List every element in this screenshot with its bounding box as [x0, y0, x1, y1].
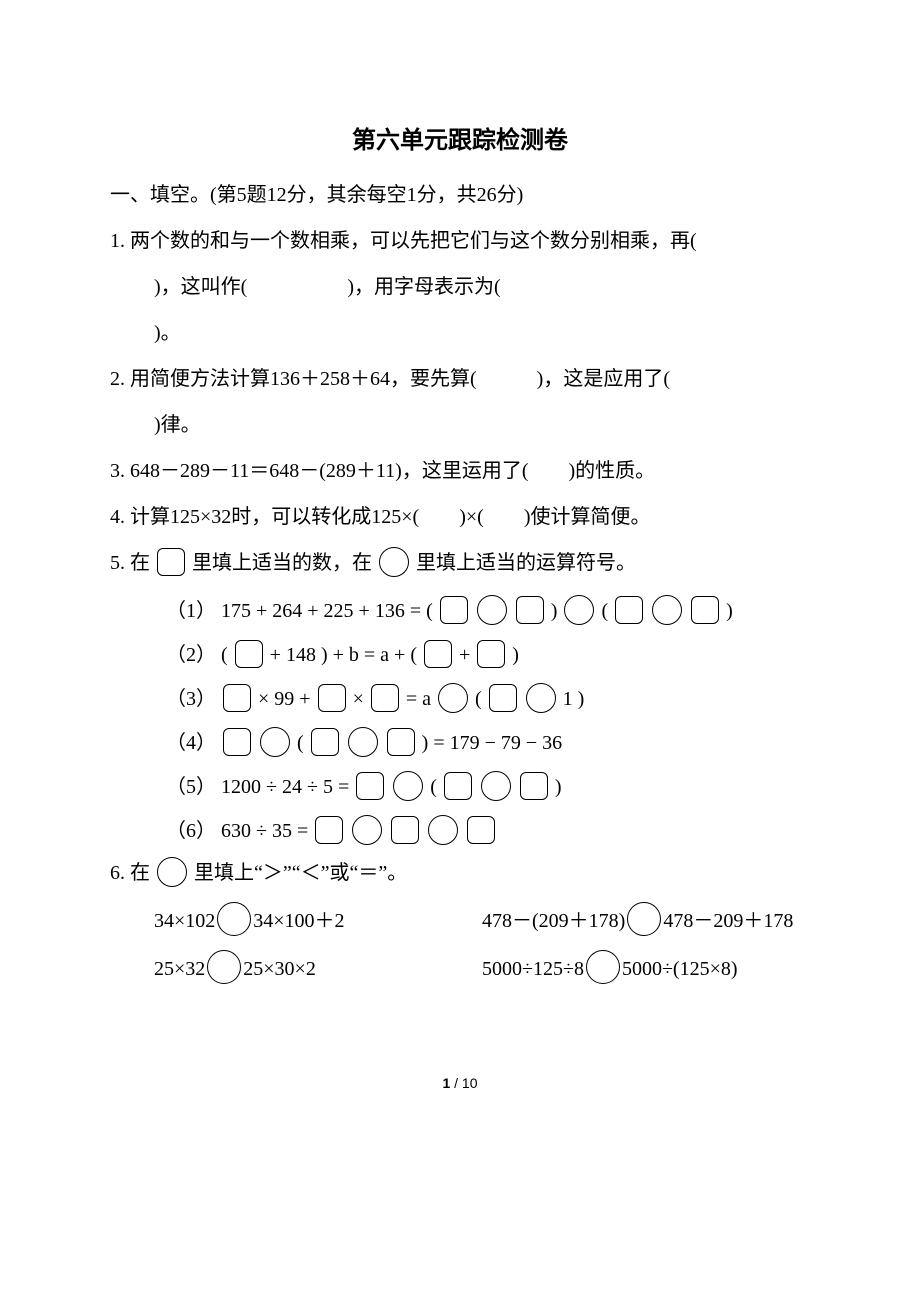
blank-circle-icon: [428, 815, 458, 845]
blank-box-icon: [223, 728, 251, 756]
blank-box-icon: [157, 548, 185, 576]
q1-line1: 1. 两个数的和与一个数相乘，可以先把它们与这个数分别相乘，再(: [110, 221, 810, 261]
blank-circle-icon: [526, 683, 556, 713]
q6-grid: 34×102 34×100＋2 478－(209＋178) 478－209＋17…: [154, 899, 810, 995]
q2-line2: )律。: [154, 405, 810, 445]
blank-box-icon: [444, 772, 472, 800]
q5-5-b: (: [430, 776, 437, 798]
q5-3: （3） × 99 + × = a ( 1 ): [166, 677, 810, 721]
q5-head-a: 5. 在: [110, 552, 150, 574]
q5-1-d: ): [726, 600, 733, 622]
blank-box-icon: [615, 596, 643, 624]
q1-line2: )，这叫作( )，用字母表示为(: [154, 267, 810, 307]
blank-box-icon: [691, 596, 719, 624]
blank-box-icon: [489, 684, 517, 712]
blank-circle-icon: [477, 595, 507, 625]
q5-5-c: ): [555, 776, 562, 798]
q6-r1c2-b: 478－209＋178: [663, 899, 793, 943]
blank-circle-icon: [379, 547, 409, 577]
q2-line1: 2. 用简便方法计算136＋258＋64，要先算( )，这是应用了(: [110, 359, 810, 399]
q5-3-c: ×: [353, 688, 369, 710]
blank-circle-icon: [157, 857, 187, 887]
q5-4-c: ) = 179 − 79 − 36: [422, 732, 563, 754]
q6-r1c2-a: 478－(209＋178): [482, 899, 625, 943]
blank-circle-icon: [586, 950, 620, 984]
q6-head-a: 6. 在: [110, 862, 150, 884]
page: 第六单元跟踪检测卷 一、填空。(第5题12分，其余每空1分，共26分) 1. 两…: [0, 0, 920, 1131]
blank-box-icon: [440, 596, 468, 624]
blank-box-icon: [467, 816, 495, 844]
q6-head: 6. 在 里填上“＞”“＜”或“＝”。: [110, 853, 810, 893]
q5-1-b: ): [551, 600, 558, 622]
blank-box-icon: [424, 640, 452, 668]
blank-circle-icon: [348, 727, 378, 757]
q5-3-a: （3）: [166, 688, 221, 710]
q5-2: （2） ( + 148 ) + b = a + ( + ): [166, 633, 810, 677]
blank-box-icon: [516, 596, 544, 624]
page-number: 1 / 10: [110, 1075, 810, 1091]
blank-box-icon: [371, 684, 399, 712]
q6-r2c1-a: 25×32: [154, 947, 205, 991]
blank-circle-icon: [393, 771, 423, 801]
blank-circle-icon: [481, 771, 511, 801]
q4: 4. 计算125×32时，可以转化成125×( )×( )使计算简便。: [110, 497, 810, 537]
blank-circle-icon: [627, 902, 661, 936]
q5-4-a: （4）: [166, 732, 221, 754]
q6-head-b: 里填上“＞”“＜”或“＝”。: [194, 862, 407, 884]
blank-box-icon: [477, 640, 505, 668]
blank-circle-icon: [260, 727, 290, 757]
q6-r1c2: 478－(209＋178) 478－209＋178: [482, 899, 810, 943]
page-title: 第六单元跟踪检测卷: [110, 120, 810, 155]
q5-3-e: (: [475, 688, 482, 710]
page-current: 1: [442, 1075, 450, 1091]
blank-circle-icon: [564, 595, 594, 625]
q5-4-b: (: [297, 732, 304, 754]
q5-2-b: + 148 ) + b = a + (: [270, 644, 417, 666]
q6-r2c2: 5000÷125÷8 5000÷(125×8): [482, 947, 810, 991]
q5-2-a: （2） (: [166, 644, 228, 666]
blank-box-icon: [387, 728, 415, 756]
q6-r2c1: 25×32 25×30×2: [154, 947, 482, 991]
q5-2-c: +: [459, 644, 475, 666]
blank-box-icon: [223, 684, 251, 712]
q6-r1c1: 34×102 34×100＋2: [154, 899, 482, 943]
blank-circle-icon: [352, 815, 382, 845]
q5-1: （1） 175 + 264 + 225 + 136 = ( ) ( ): [166, 589, 810, 633]
q6-r2c2-b: 5000÷(125×8): [622, 947, 738, 991]
section-1-head: 一、填空。(第5题12分，其余每空1分，共26分): [110, 175, 810, 215]
q5-1-a: （1） 175 + 264 + 225 + 136 = (: [166, 600, 433, 622]
blank-box-icon: [235, 640, 263, 668]
page-total: / 10: [454, 1075, 477, 1091]
blank-box-icon: [311, 728, 339, 756]
q5-3-d: = a: [406, 688, 436, 710]
blank-circle-icon: [217, 902, 251, 936]
q5-2-d: ): [512, 644, 519, 666]
q6-r1c1-a: 34×102: [154, 899, 215, 943]
blank-box-icon: [356, 772, 384, 800]
q6-r2c2-a: 5000÷125÷8: [482, 947, 584, 991]
blank-box-icon: [391, 816, 419, 844]
q5-1-c: (: [601, 600, 608, 622]
q5-3-f: 1 ): [563, 688, 585, 710]
blank-box-icon: [520, 772, 548, 800]
blank-circle-icon: [438, 683, 468, 713]
blank-box-icon: [318, 684, 346, 712]
blank-box-icon: [315, 816, 343, 844]
q5-4: （4） ( ) = 179 − 79 − 36: [166, 721, 810, 765]
q6-r2c1-b: 25×30×2: [243, 947, 316, 991]
q3: 3. 648－289－11＝648－(289＋11)，这里运用了( )的性质。: [110, 451, 810, 491]
q5-head: 5. 在 里填上适当的数，在 里填上适当的运算符号。: [110, 543, 810, 583]
q5-3-b: × 99 +: [258, 688, 316, 710]
blank-circle-icon: [207, 950, 241, 984]
q5-5: （5） 1200 ÷ 24 ÷ 5 = ( ): [166, 765, 810, 809]
q6-r1c1-b: 34×100＋2: [253, 899, 344, 943]
q1-line3: )。: [154, 313, 810, 353]
blank-circle-icon: [652, 595, 682, 625]
q5-6-a: （6） 630 ÷ 35 =: [166, 820, 313, 842]
q5-head-b: 里填上适当的数，在: [192, 552, 372, 574]
q5-6: （6） 630 ÷ 35 =: [166, 809, 810, 853]
q5-head-c: 里填上适当的运算符号。: [416, 552, 636, 574]
q5-5-a: （5） 1200 ÷ 24 ÷ 5 =: [166, 776, 354, 798]
